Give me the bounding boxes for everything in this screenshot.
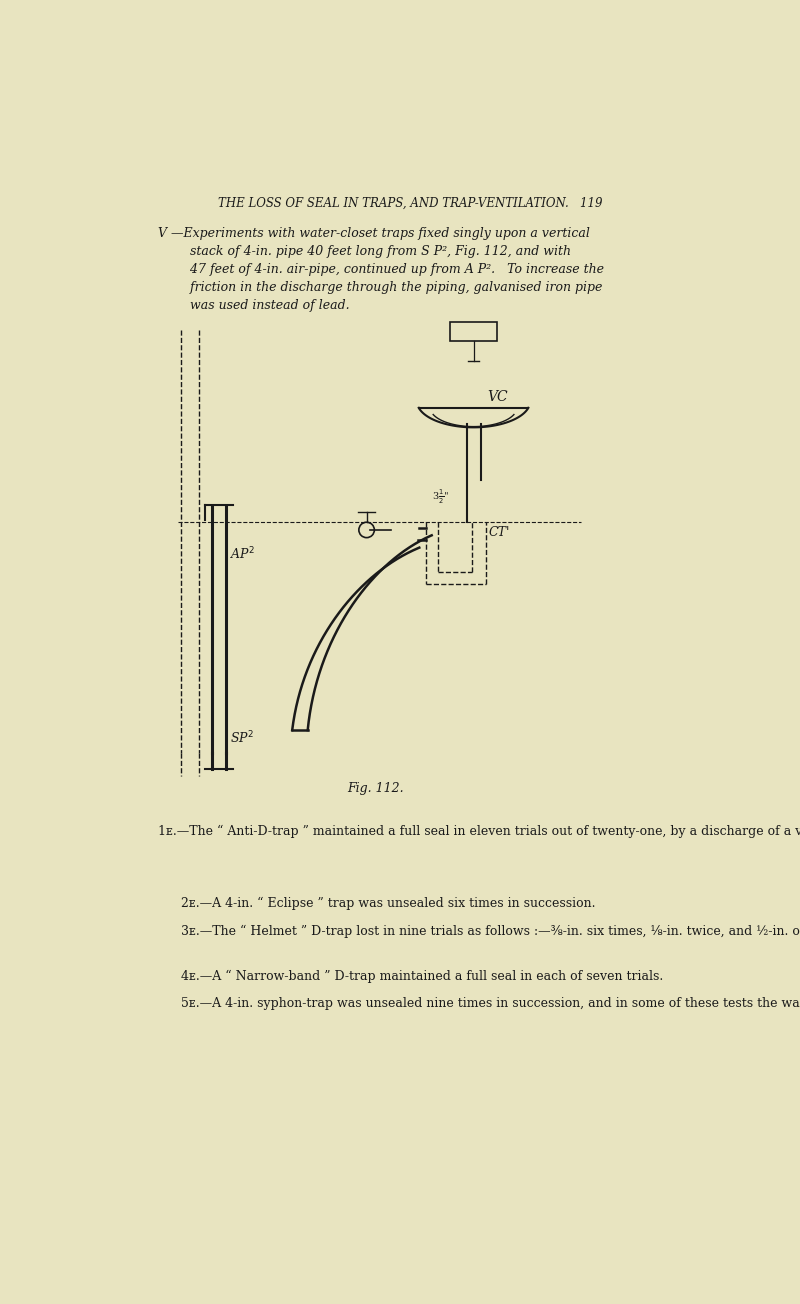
Bar bbox=[450, 322, 497, 342]
Text: 1ᴇ.—The “ Anti-D-trap ” maintained a full seal in eleven trials out of twenty-on: 1ᴇ.—The “ Anti-D-trap ” maintained a ful… bbox=[158, 825, 800, 838]
Text: VC: VC bbox=[487, 390, 508, 404]
Text: 2ᴇ.—A 4-in. “ Eclipse ” trap was unsealed six times in succession.: 2ᴇ.—A 4-in. “ Eclipse ” trap was unseale… bbox=[182, 897, 596, 910]
Text: THE LOSS OF SEAL IN TRAPS, AND TRAP-VENTILATION.   119: THE LOSS OF SEAL IN TRAPS, AND TRAP-VENT… bbox=[218, 197, 602, 210]
Text: 3ᴇ.—The “ Helmet ” D-trap lost in nine trials as follows :—⅜-in. six times, ⅛-in: 3ᴇ.—The “ Helmet ” D-trap lost in nine t… bbox=[182, 925, 800, 938]
Text: SP$^2$: SP$^2$ bbox=[230, 730, 254, 747]
Text: 3$\frac{1}{2}$": 3$\frac{1}{2}$" bbox=[432, 488, 450, 506]
Text: 5ᴇ.—A 4-in. syphon-trap was unsealed nine times in succession, and in some of th: 5ᴇ.—A 4-in. syphon-trap was unsealed nin… bbox=[182, 998, 800, 1011]
Circle shape bbox=[359, 522, 374, 537]
Text: V —Experiments with water-closet traps fixed singly upon a vertical
        stac: V —Experiments with water-closet traps f… bbox=[158, 227, 604, 313]
Text: 4ᴇ.—A “ Narrow-band ” D-trap maintained a full seal in each of seven trials.: 4ᴇ.—A “ Narrow-band ” D-trap maintained … bbox=[182, 970, 664, 983]
Text: AP$^2$: AP$^2$ bbox=[230, 545, 255, 562]
Text: CT': CT' bbox=[488, 526, 510, 539]
Text: Fig. 112.: Fig. 112. bbox=[347, 781, 403, 794]
